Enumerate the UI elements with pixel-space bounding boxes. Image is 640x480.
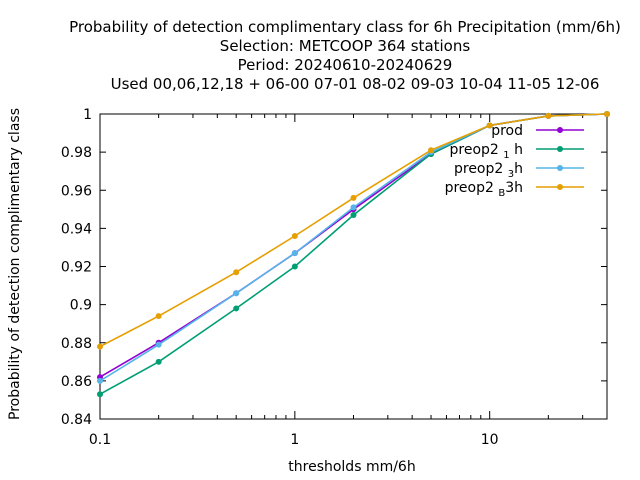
data-point [604,111,610,117]
series-line [99,113,608,348]
data-point [486,122,493,129]
x-axis-label: thresholds mm/6h [288,459,415,475]
legend-label: prod [491,123,523,139]
title-line-3: Period: 20240610-20240629 [238,56,453,74]
data-point [155,358,162,365]
title-line-2: Selection: METCOOP 364 stations [220,37,471,55]
data-point [545,112,552,119]
y-tick-label: 0.94 [61,221,92,237]
series-group [97,111,610,398]
chart-title: Probability of detection complimentary c… [69,18,621,93]
series-preop2_3h [97,111,610,384]
data-point [233,269,240,276]
y-tick-label: 0.96 [61,183,92,199]
title-line-4: Used 00,06,12,18 + 06-00 07-01 08-02 09-… [111,75,600,93]
legend-label: preop2 3h [454,161,523,180]
y-tick-label: 1 [83,107,92,123]
y-tick-label: 0.86 [61,374,92,390]
y-tick-label: 0.88 [61,336,92,352]
data-point [155,313,162,320]
data-point [233,305,240,312]
legend-entry: preop2 3h [454,161,584,180]
plot-frame [99,113,608,420]
x-tick-label: 0.1 [89,432,111,448]
data-point [97,343,103,350]
legend-marker [557,165,563,171]
x-tick-label: 1 [290,432,299,448]
legend-entry: preop2 B3h [445,180,584,199]
x-tick-label: 10 [481,432,499,448]
legend-marker [557,146,563,152]
series-preop2_B3h [97,111,610,350]
series-prod [97,111,610,381]
data-point [428,147,435,154]
data-point [291,250,298,257]
legend-label: preop2 1 h [450,142,523,161]
legend-marker [557,127,563,133]
data-point [350,204,357,211]
data-point [291,233,298,239]
y-tick-label: 0.98 [61,145,92,161]
legend-entry: prod [491,123,584,139]
legend-entry: preop2 1 h [450,142,584,161]
data-point [291,263,298,270]
y-tick-label: 0.9 [70,298,92,314]
y-tick-label: 0.92 [61,260,92,276]
series-line [99,113,608,382]
data-point [350,212,357,219]
data-point [233,290,240,297]
legend-label: preop2 B3h [445,180,523,199]
y-axis-label: Probability of detection complimentary c… [7,108,23,420]
axis-ticks: 0.84 0.86 0.88 0.9 0.92 0.94 0.96 0.98 1 0.1 1 10 [61,107,608,448]
data-point [97,377,103,384]
data-point [97,391,103,398]
legend-marker [557,184,563,190]
title-line-1: Probability of detection complimentary c… [69,18,621,36]
data-point [350,194,357,201]
series-line [99,113,608,395]
series-preop2_1h [97,111,610,398]
y-tick-label: 0.84 [61,412,92,428]
series-line [99,113,608,378]
data-point [155,341,162,348]
